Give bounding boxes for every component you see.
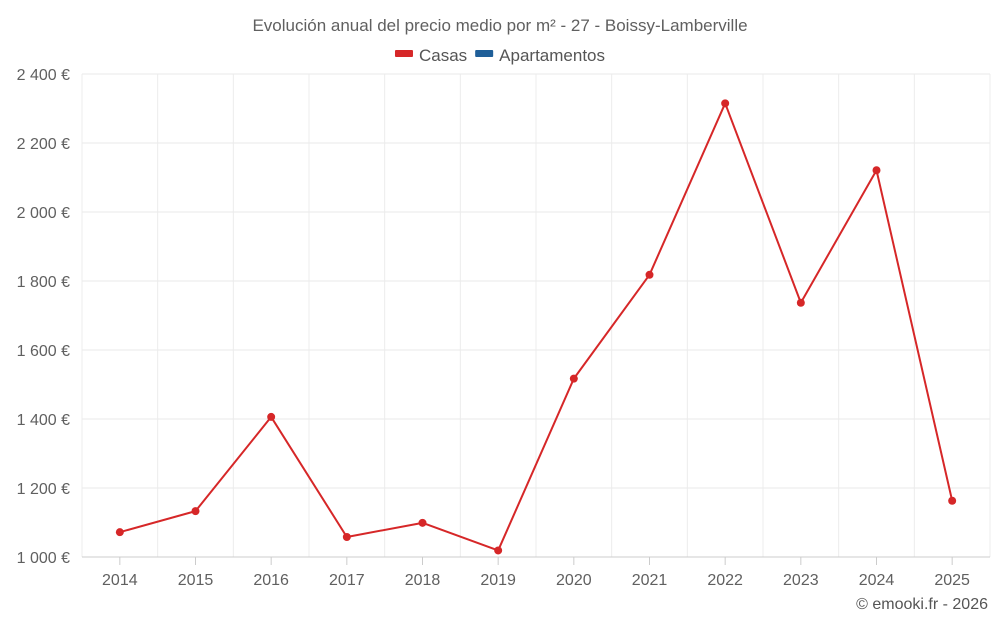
x-tick-label: 2022	[707, 572, 743, 589]
y-tick-label: 2 200 €	[17, 136, 70, 153]
x-tick-label: 2014	[102, 572, 138, 589]
legend: Casas Apartamentos	[394, 46, 605, 65]
x-tick-label: 2024	[859, 572, 895, 589]
data-point[interactable]	[418, 518, 427, 527]
legend-label: Casas	[419, 46, 467, 65]
data-point[interactable]	[342, 532, 351, 541]
data-point[interactable]	[494, 546, 503, 555]
credit-text: © emooki.fr - 2026	[856, 596, 988, 613]
data-point[interactable]	[796, 298, 805, 307]
y-tick-label: 2 400 €	[17, 67, 70, 84]
axes: 1 000 € 1 200 € 1 400 € 1 600 € 1 800 € 2 000…	[17, 67, 990, 589]
legend-swatch	[394, 50, 413, 57]
legend-item-casas[interactable]: Casas	[394, 46, 467, 65]
y-tick-label: 2 000 €	[17, 205, 70, 222]
x-tick-label: 2015	[178, 572, 214, 589]
data-point[interactable]	[645, 270, 654, 279]
x-tick-label: 2018	[405, 572, 441, 589]
data-series	[115, 99, 957, 555]
data-point[interactable]	[569, 374, 578, 383]
data-point[interactable]	[721, 99, 730, 108]
data-point[interactable]	[191, 507, 200, 516]
x-tick-label: 2020	[556, 572, 592, 589]
x-tick-label: 2025	[934, 572, 970, 589]
grid-lines	[81, 73, 991, 558]
data-point[interactable]	[267, 412, 276, 421]
x-tick-label: 2016	[253, 572, 289, 589]
x-tick-label: 2023	[783, 572, 819, 589]
x-tick-label: 2017	[329, 572, 365, 589]
data-point[interactable]	[872, 166, 881, 175]
data-point[interactable]	[948, 496, 957, 505]
x-tick-label: 2021	[632, 572, 668, 589]
legend-label: Apartamentos	[499, 46, 605, 65]
chart-title: Evolución anual del precio medio por m² …	[252, 16, 747, 35]
y-tick-label: 1 400 €	[17, 412, 70, 429]
series-line-casas	[119, 102, 954, 552]
data-point[interactable]	[115, 528, 124, 537]
y-tick-label: 1 200 €	[17, 481, 70, 498]
legend-item-apartamentos[interactable]: Apartamentos	[475, 46, 605, 65]
y-tick-label: 1 800 €	[17, 274, 70, 291]
y-tick-label: 1 000 €	[17, 550, 70, 567]
x-tick-label: 2019	[480, 572, 516, 589]
y-tick-label: 1 600 €	[17, 343, 70, 360]
legend-swatch	[475, 50, 494, 57]
